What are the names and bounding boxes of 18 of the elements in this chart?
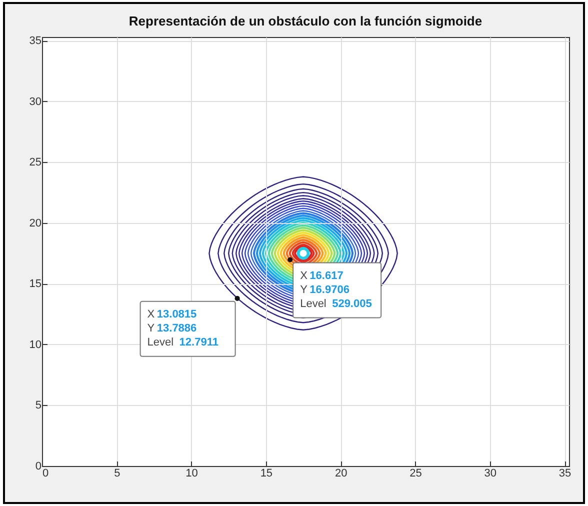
x-tick-label: 25 bbox=[410, 468, 422, 480]
y-tick-label: 5 bbox=[35, 400, 42, 412]
x-tick-label: 30 bbox=[484, 468, 496, 480]
annotation: X 13.0815 Y 13.7886 Level 12.7911 bbox=[147, 308, 218, 348]
chart-title: Representación de un obstáculo con la función sigmoide bbox=[128, 14, 482, 29]
y-tick-label: 25 bbox=[29, 156, 42, 169]
y-tick-label: 10 bbox=[29, 338, 42, 351]
x-tick-label: 15 bbox=[260, 468, 273, 480]
annotation: X 16.617 Y 16.9706 Level 529.005 bbox=[300, 270, 372, 310]
y-tick-label: 30 bbox=[29, 96, 42, 108]
y-tick-label: 35 bbox=[29, 35, 42, 48]
y-tick-label: 20 bbox=[29, 217, 42, 230]
x-tick-label: 10 bbox=[186, 468, 198, 480]
x-tick-label: 0 bbox=[42, 468, 49, 480]
y-tick-label: 15 bbox=[29, 278, 42, 290]
x-tick-label: 35 bbox=[558, 468, 572, 480]
x-tick-label: 5 bbox=[114, 468, 120, 480]
x-tick-label: 20 bbox=[334, 468, 348, 480]
